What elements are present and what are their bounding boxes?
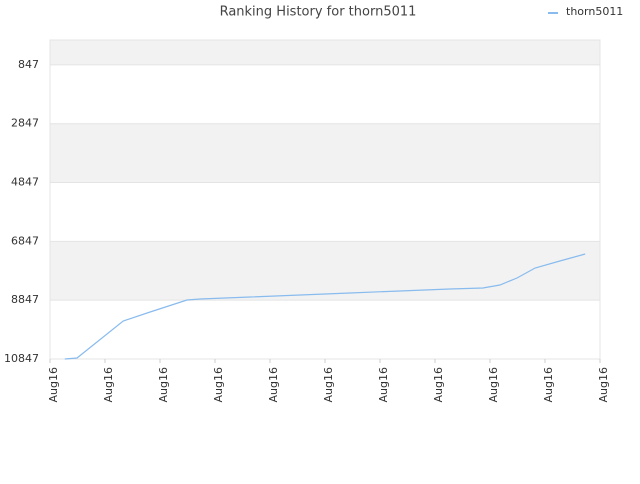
x-tick-label: Aug16: [267, 367, 280, 402]
x-tick-label: Aug16: [157, 367, 170, 402]
chart-title: Ranking History for thorn5011: [220, 5, 417, 20]
y-tick-label: 8847: [11, 293, 39, 306]
grid-band: [50, 40, 600, 65]
x-tick-label: Aug16: [542, 367, 555, 402]
y-tick-label: 2847: [11, 117, 39, 130]
y-tick-label: 10847: [4, 352, 39, 365]
data-line: [64, 253, 586, 360]
x-tick-label: Aug16: [597, 367, 610, 402]
y-tick-label: 4847: [11, 176, 39, 189]
x-tick-label: Aug16: [212, 367, 225, 402]
x-tick-label: Aug16: [377, 367, 390, 402]
x-tick-label: Aug16: [432, 367, 445, 402]
x-tick-label: Aug16: [102, 367, 115, 402]
y-tick-label: 6847: [11, 234, 39, 247]
grid-band: [50, 64, 600, 124]
x-tick-label: Aug16: [322, 367, 335, 402]
grid-band: [50, 182, 600, 242]
x-tick-label: Aug16: [487, 367, 500, 402]
grid-band: [50, 300, 600, 359]
x-tick-label: Aug16: [47, 367, 60, 402]
legend-label: thorn5011: [566, 5, 623, 18]
grid-band: [50, 241, 600, 301]
y-tick-label: 847: [18, 58, 39, 71]
grid-band: [50, 123, 600, 183]
